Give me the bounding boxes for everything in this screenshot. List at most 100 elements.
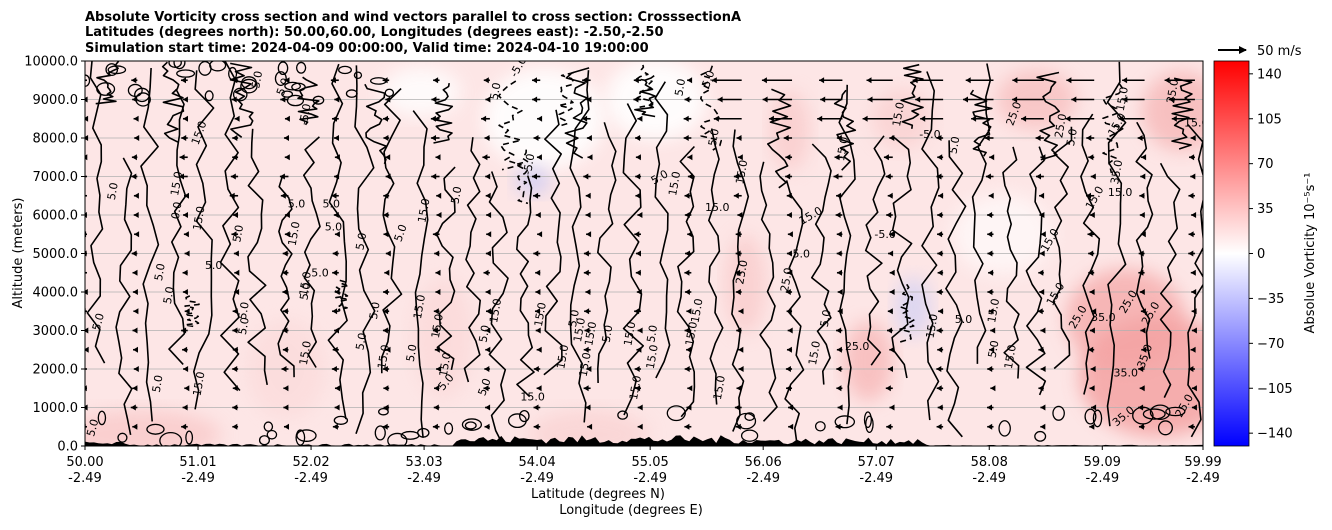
wind-vector-head <box>234 115 240 122</box>
contour-line <box>168 88 187 365</box>
wind-vector-head <box>713 115 719 122</box>
wind-vector-head <box>284 154 290 161</box>
contour-line <box>176 69 196 78</box>
contour-line <box>1080 113 1101 395</box>
wind-vector-head <box>987 366 993 372</box>
x-tick-label-latitude: 57.07 <box>858 455 895 470</box>
wind-vector-head <box>633 77 639 84</box>
wind-vector-head <box>684 212 690 218</box>
wind-vector-head <box>382 423 388 430</box>
wind-vector-head <box>485 346 491 353</box>
x-tick-label-longitude: -2.49 <box>746 471 780 486</box>
contour-label: -5.0 <box>874 228 895 241</box>
wind-vector-head <box>485 289 491 295</box>
wind-vector-head <box>1089 327 1095 334</box>
contour-line <box>1052 405 1065 421</box>
contour-line <box>1157 420 1173 436</box>
wind-vector-head <box>434 385 439 392</box>
contour-line <box>183 295 200 328</box>
y-tick-label: 2000.0 <box>33 363 79 378</box>
wind-vector-head <box>433 308 439 315</box>
contour-label: 35.0 <box>1108 159 1125 185</box>
wind-vector-head <box>1141 154 1147 161</box>
contour-line <box>436 166 456 371</box>
wind-vector-head <box>485 250 491 257</box>
contour-label: 15.0 <box>577 351 594 377</box>
contour-label: 15.0 <box>437 351 454 377</box>
wind-vector-head <box>132 327 138 334</box>
vorticity-blob <box>514 165 551 196</box>
wind-vector-head <box>85 154 88 161</box>
contour-line <box>863 411 872 429</box>
contour-label: 5.0 <box>367 301 383 320</box>
wind-vector-head <box>835 423 841 430</box>
wind-vector-head <box>1188 192 1194 199</box>
wind-vector-head <box>1087 231 1093 238</box>
colorbar-gradient <box>1213 60 1250 447</box>
wind-vector-head <box>734 404 740 411</box>
contour-line <box>970 89 993 157</box>
wind-vector-head <box>867 96 873 103</box>
wind-vector-head <box>1138 404 1144 411</box>
contour-label: 15.0 <box>411 294 428 320</box>
contour-label: 15.0 <box>1114 86 1131 112</box>
wind-vector-head <box>332 423 338 430</box>
contour-line <box>353 71 363 80</box>
contour-line <box>519 409 530 423</box>
contour-line <box>295 429 306 446</box>
wind-vector-head <box>886 212 892 218</box>
wind-vector-head <box>936 423 942 430</box>
vorticity-blob <box>1141 71 1203 152</box>
wind-vector-head <box>971 115 977 122</box>
wind-vector-head <box>1091 308 1097 315</box>
contour-label: 15.0 <box>924 313 941 339</box>
wind-vector-head <box>382 366 388 372</box>
wind-vector-head <box>1088 154 1094 161</box>
wind-vector-head <box>684 366 690 372</box>
contour-label: 15.0 <box>644 344 661 370</box>
wind-vector-head <box>684 269 690 276</box>
wind-vector-head <box>965 77 971 84</box>
wind-vector-head <box>583 346 589 353</box>
contour-label: 5.0 <box>566 309 582 328</box>
wind-vector-head <box>383 135 389 141</box>
contour-line <box>569 70 590 423</box>
x-tick-label-latitude: 58.08 <box>971 455 1008 470</box>
wind-vector-head <box>284 135 289 141</box>
wind-vector-head <box>435 269 441 276</box>
wind-vector-head <box>331 192 337 199</box>
contour-label: 5.0 <box>699 69 717 90</box>
y-tick-label: 5000.0 <box>33 247 79 262</box>
wind-vector-head <box>533 192 539 199</box>
wind-vector-head <box>1039 192 1045 199</box>
vorticity-blob <box>770 90 811 171</box>
wind-vector-head <box>912 77 918 84</box>
wind-vector-head <box>636 250 641 257</box>
wind-vector-head <box>533 250 539 257</box>
wind-vector-head <box>1040 231 1046 238</box>
y-tick-label: 6000.0 <box>33 209 79 224</box>
wind-vector-head <box>133 115 139 122</box>
wind-vector-head <box>183 366 189 372</box>
contour-label: 5.0 <box>297 282 313 301</box>
wind-vector-head <box>131 154 137 161</box>
wind-vector-head <box>936 366 942 372</box>
contour-label: 15.0 <box>532 301 549 327</box>
wind-vector-head <box>383 308 389 315</box>
wind-vector-head <box>232 154 238 161</box>
wind-vector-head <box>1168 96 1174 103</box>
x-axis-label-latitude: Latitude (degrees N) <box>531 487 665 502</box>
contour-line <box>617 410 629 420</box>
wind-vector-head <box>182 96 188 103</box>
wind-vector-head <box>183 212 188 218</box>
wind-vector-head <box>432 231 438 238</box>
wind-vector-head <box>585 404 591 411</box>
wind-vector-head <box>683 115 689 122</box>
wind-vector-head <box>889 135 895 141</box>
wind-vector-head <box>636 289 642 295</box>
wind-vector-head <box>1138 366 1144 372</box>
wind-vector-head <box>533 135 539 141</box>
x-tick-label-longitude: -2.49 <box>407 471 441 486</box>
wind-vector-head <box>232 423 238 430</box>
contour-label: 5.0 <box>955 313 973 326</box>
